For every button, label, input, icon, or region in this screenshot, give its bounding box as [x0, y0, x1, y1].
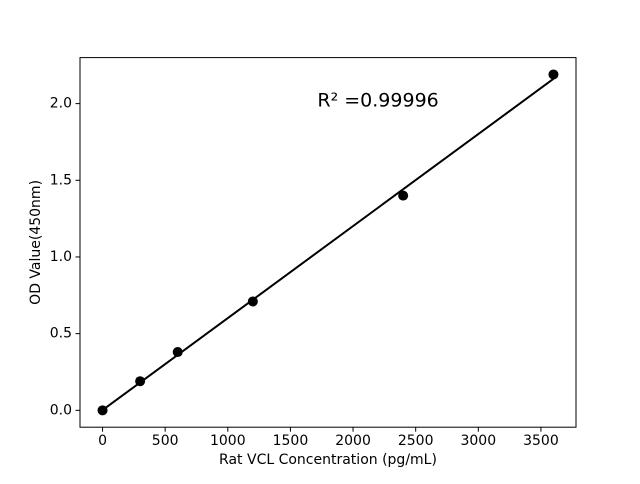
x-axis-label: Rat VCL Concentration (pg/mL) — [219, 452, 437, 468]
x-tick-label: 0 — [98, 433, 107, 449]
data-point — [172, 347, 183, 358]
y-axis-label: OD Value(450nm) — [28, 180, 44, 305]
fit-line — [101, 77, 555, 412]
data-point — [548, 69, 559, 80]
x-tick-label: 2000 — [335, 433, 371, 449]
x-tick-label: 3000 — [460, 433, 496, 449]
data-point — [398, 190, 409, 201]
data-series — [97, 69, 559, 416]
y-tick-label: 0.0 — [50, 402, 72, 418]
x-tick-label: 3500 — [523, 433, 559, 449]
plot-frame — [79, 57, 577, 428]
x-tick-label: 2500 — [398, 433, 434, 449]
y-tick-label: 0.5 — [50, 326, 72, 342]
r-squared-annotation: R² =0.99996 — [317, 90, 438, 112]
axis-ticks: 0 500 1000 1500 2000 2500 3000 3500 0.0 0.5 1.0 1.5… — [50, 96, 559, 449]
data-point — [247, 296, 258, 307]
x-tick-label: 1000 — [210, 433, 246, 449]
y-tick-label: 1.5 — [50, 172, 72, 188]
y-tick-label: 2.0 — [50, 96, 72, 112]
x-tick-label: 1500 — [273, 433, 309, 449]
data-point — [135, 376, 146, 387]
plot-border — [79, 57, 577, 428]
y-tick-label: 1.0 — [50, 249, 72, 265]
data-point — [97, 405, 108, 416]
x-tick-label: 500 — [152, 433, 179, 449]
